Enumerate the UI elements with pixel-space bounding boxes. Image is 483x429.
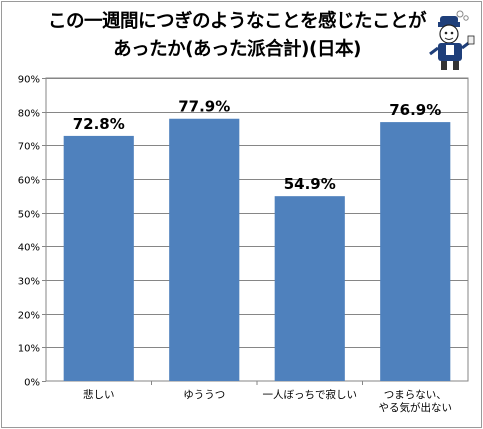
bar <box>380 122 451 381</box>
data-label: 76.9% <box>389 101 441 119</box>
x-tick-label: 一人ぼっちで寂しい <box>263 388 358 401</box>
data-label: 77.9% <box>178 98 230 116</box>
bar <box>169 118 240 381</box>
chart-title-line-1: この一週間につぎのようなことを感じたことが <box>47 11 427 32</box>
reporter-mascot-icon <box>429 10 475 70</box>
x-tick-label: ゆううつ <box>183 389 225 401</box>
chart-title-line-2: あったか(あった派合計)(日本) <box>113 39 361 60</box>
y-tick-label: 70% <box>18 142 40 153</box>
bar <box>274 196 345 381</box>
y-tick-label: 20% <box>18 311 40 322</box>
y-tick-label: 0% <box>24 378 40 389</box>
y-tick-label: 60% <box>18 176 40 187</box>
y-tick-label: 10% <box>18 344 40 355</box>
x-tick-label: やる気が出ない <box>379 401 453 414</box>
x-tick-label: つまらない、 <box>384 389 447 401</box>
chart-title: この一週間につぎのようなことを感じたことが あったか(あった派合計)(日本) <box>2 8 472 64</box>
y-tick-label: 30% <box>18 277 40 288</box>
data-label: 54.9% <box>284 175 336 193</box>
y-tick-label: 90% <box>18 75 40 86</box>
y-tick-label: 40% <box>18 243 40 254</box>
y-tick-label: 80% <box>18 109 40 120</box>
x-tick-label: 悲しい <box>83 388 115 401</box>
data-label: 72.8% <box>73 115 125 133</box>
y-tick-label: 50% <box>18 210 40 221</box>
bar <box>63 135 134 381</box>
